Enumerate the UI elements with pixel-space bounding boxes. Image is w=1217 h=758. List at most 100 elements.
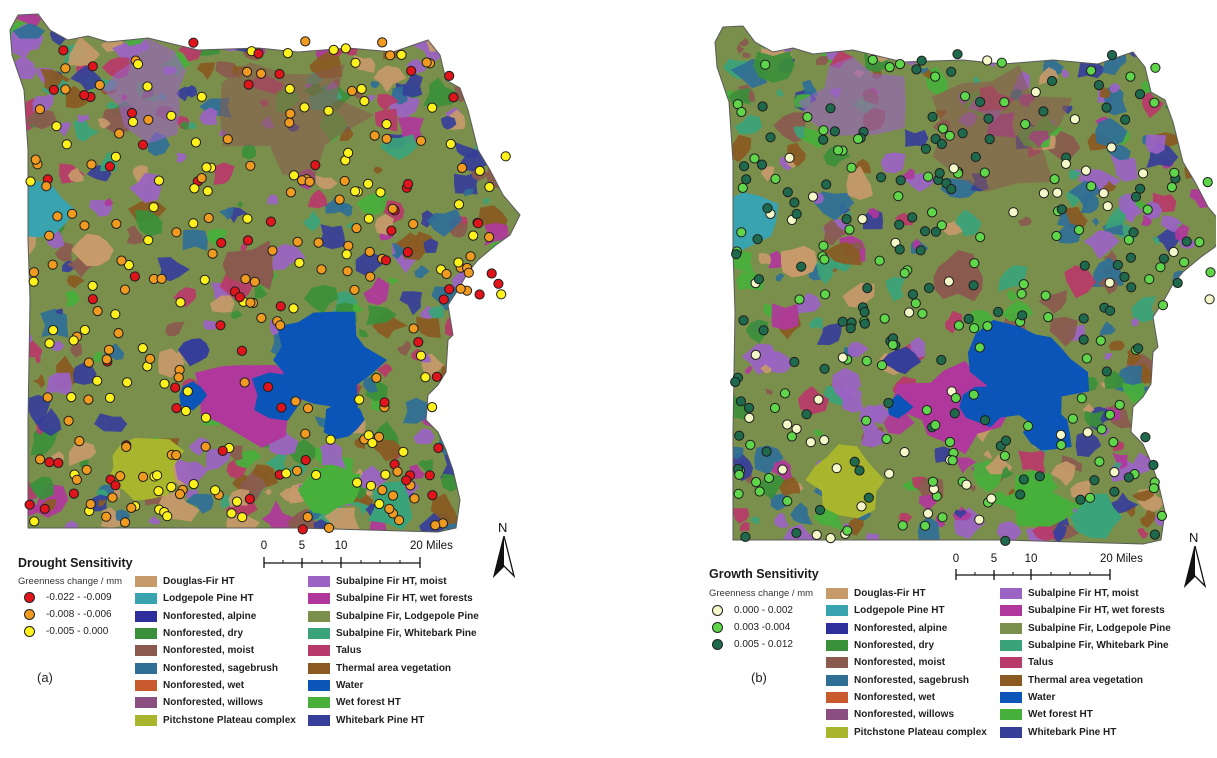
- legend-item: Douglas-Fir HT: [135, 573, 296, 590]
- sample-site-dot: [1093, 80, 1104, 91]
- sample-site-dot: [453, 199, 465, 210]
- sample-sites: [24, 36, 511, 535]
- sample-site-dot: [1060, 158, 1071, 169]
- sample-site-dot: [1056, 439, 1067, 451]
- legend-dot: [712, 639, 723, 650]
- sample-site-dot: [765, 132, 776, 143]
- sample-site-dot: [1034, 471, 1045, 482]
- sample-site-dot: [974, 514, 985, 525]
- sample-site-dot: [1056, 204, 1067, 215]
- sample-site-dot: [1000, 435, 1012, 446]
- legend-item: Subalpine Fir, Lodgepole Pine: [1000, 620, 1171, 637]
- sample-site-dot: [763, 472, 775, 484]
- legend-swatch: [826, 726, 848, 738]
- sample-site-dot: [819, 435, 830, 446]
- sample-site-dot: [740, 531, 751, 543]
- sample-site-dot: [113, 328, 124, 339]
- sample-site-dot: [265, 216, 276, 227]
- legend-label: Subalpine Fir, Whitebark Pine: [336, 628, 477, 640]
- legend-label: Nonforested, sagebrush: [163, 662, 279, 674]
- sample-site-dot: [999, 97, 1010, 108]
- sample-site-dot: [844, 224, 855, 235]
- legend-item: Whitebark Pine HT: [308, 711, 479, 728]
- sample-site-dot: [936, 354, 947, 366]
- sample-site-dot: [153, 175, 165, 186]
- sample-site-dot: [379, 397, 390, 408]
- sample-site-dot: [290, 396, 301, 407]
- sample-site-dot: [285, 108, 296, 119]
- vegetation-legend-col-2: Subalpine Fir HT, moist Subalpine Fir HT…: [308, 573, 479, 729]
- sample-site-dot: [961, 479, 972, 490]
- legend-dot: [24, 609, 35, 620]
- sample-site-dot: [975, 232, 986, 243]
- sample-site-dot: [794, 294, 805, 305]
- sample-site-dot: [42, 392, 53, 403]
- sample-site-dot: [1194, 237, 1205, 248]
- legend-item: Nonforested, dry: [826, 637, 987, 654]
- sample-site-dot: [1140, 432, 1151, 443]
- sample-site-dot: [1046, 75, 1058, 87]
- sample-site-dot: [138, 471, 149, 482]
- pitchstone-patch: [105, 437, 184, 501]
- sample-site-dot: [930, 420, 941, 431]
- sample-site-dot: [859, 318, 870, 329]
- sample-site-dot: [1015, 489, 1026, 500]
- sample-site-dot: [739, 161, 750, 172]
- sample-site-dot: [444, 284, 455, 295]
- north-arrow-icon: [492, 536, 516, 579]
- sample-site-dot: [267, 245, 278, 256]
- sample-site-dot: [950, 392, 961, 404]
- legend-label: Pitchstone Plateau complex: [163, 714, 296, 726]
- sample-site-dot: [894, 59, 906, 70]
- sample-site-dot: [1125, 252, 1137, 263]
- sample-site-dot: [854, 465, 865, 476]
- sample-site-dot: [341, 249, 352, 260]
- sample-site-dot: [313, 237, 324, 248]
- sample-site-dot: [292, 236, 303, 247]
- sample-site-dot: [876, 360, 888, 371]
- sample-site-dot: [463, 267, 474, 278]
- sample-site-dot: [1017, 310, 1028, 321]
- sample-site-dot: [104, 392, 116, 403]
- vegetation-map: [714, 25, 1216, 547]
- legend-swatch: [135, 662, 157, 674]
- sample-site-dot: [104, 161, 116, 172]
- sample-site-dot: [111, 218, 122, 229]
- sample-site-dot: [770, 173, 781, 184]
- sample-site-dot: [189, 183, 200, 194]
- sample-site-dot: [784, 152, 795, 163]
- legend-label: Whitebark Pine HT: [1028, 726, 1117, 738]
- sample-site-dot: [862, 283, 873, 294]
- sample-site-dot: [761, 446, 772, 457]
- sample-site-dot: [979, 167, 990, 178]
- sample-site-dot: [917, 308, 928, 319]
- sample-site-dot: [143, 235, 154, 246]
- sample-site-dot: [386, 225, 397, 236]
- sample-site-dot: [215, 320, 226, 331]
- sample-site-dot: [734, 469, 745, 480]
- sample-site-dot: [920, 520, 931, 531]
- sample-site-dot: [974, 342, 985, 353]
- sample-site-dot: [457, 162, 468, 173]
- sample-site-dot: [121, 441, 132, 452]
- legend-swatch: [1000, 674, 1022, 686]
- legend-label: Whitebark Pine HT: [336, 714, 425, 726]
- sample-site-dot: [1179, 257, 1190, 268]
- sample-site-dot: [41, 181, 52, 192]
- sample-site-dot: [1172, 277, 1183, 289]
- sample-site-dot: [484, 181, 495, 193]
- sample-site-dot: [813, 394, 824, 405]
- sample-site-dot: [734, 430, 745, 441]
- legend-label: Talus: [1028, 657, 1054, 669]
- sample-site-dot: [60, 63, 71, 74]
- sample-site-dot: [79, 220, 90, 231]
- sample-site-dot: [814, 504, 826, 516]
- sample-site-dot: [899, 268, 910, 279]
- sample-site-dot: [263, 381, 274, 393]
- sample-site-dot: [983, 113, 994, 124]
- sample-site-dot: [231, 496, 243, 507]
- sample-site-dot: [1169, 167, 1180, 178]
- sample-site-dot: [409, 493, 420, 504]
- sample-site-dot: [126, 502, 137, 513]
- sample-site-dot: [1142, 204, 1153, 215]
